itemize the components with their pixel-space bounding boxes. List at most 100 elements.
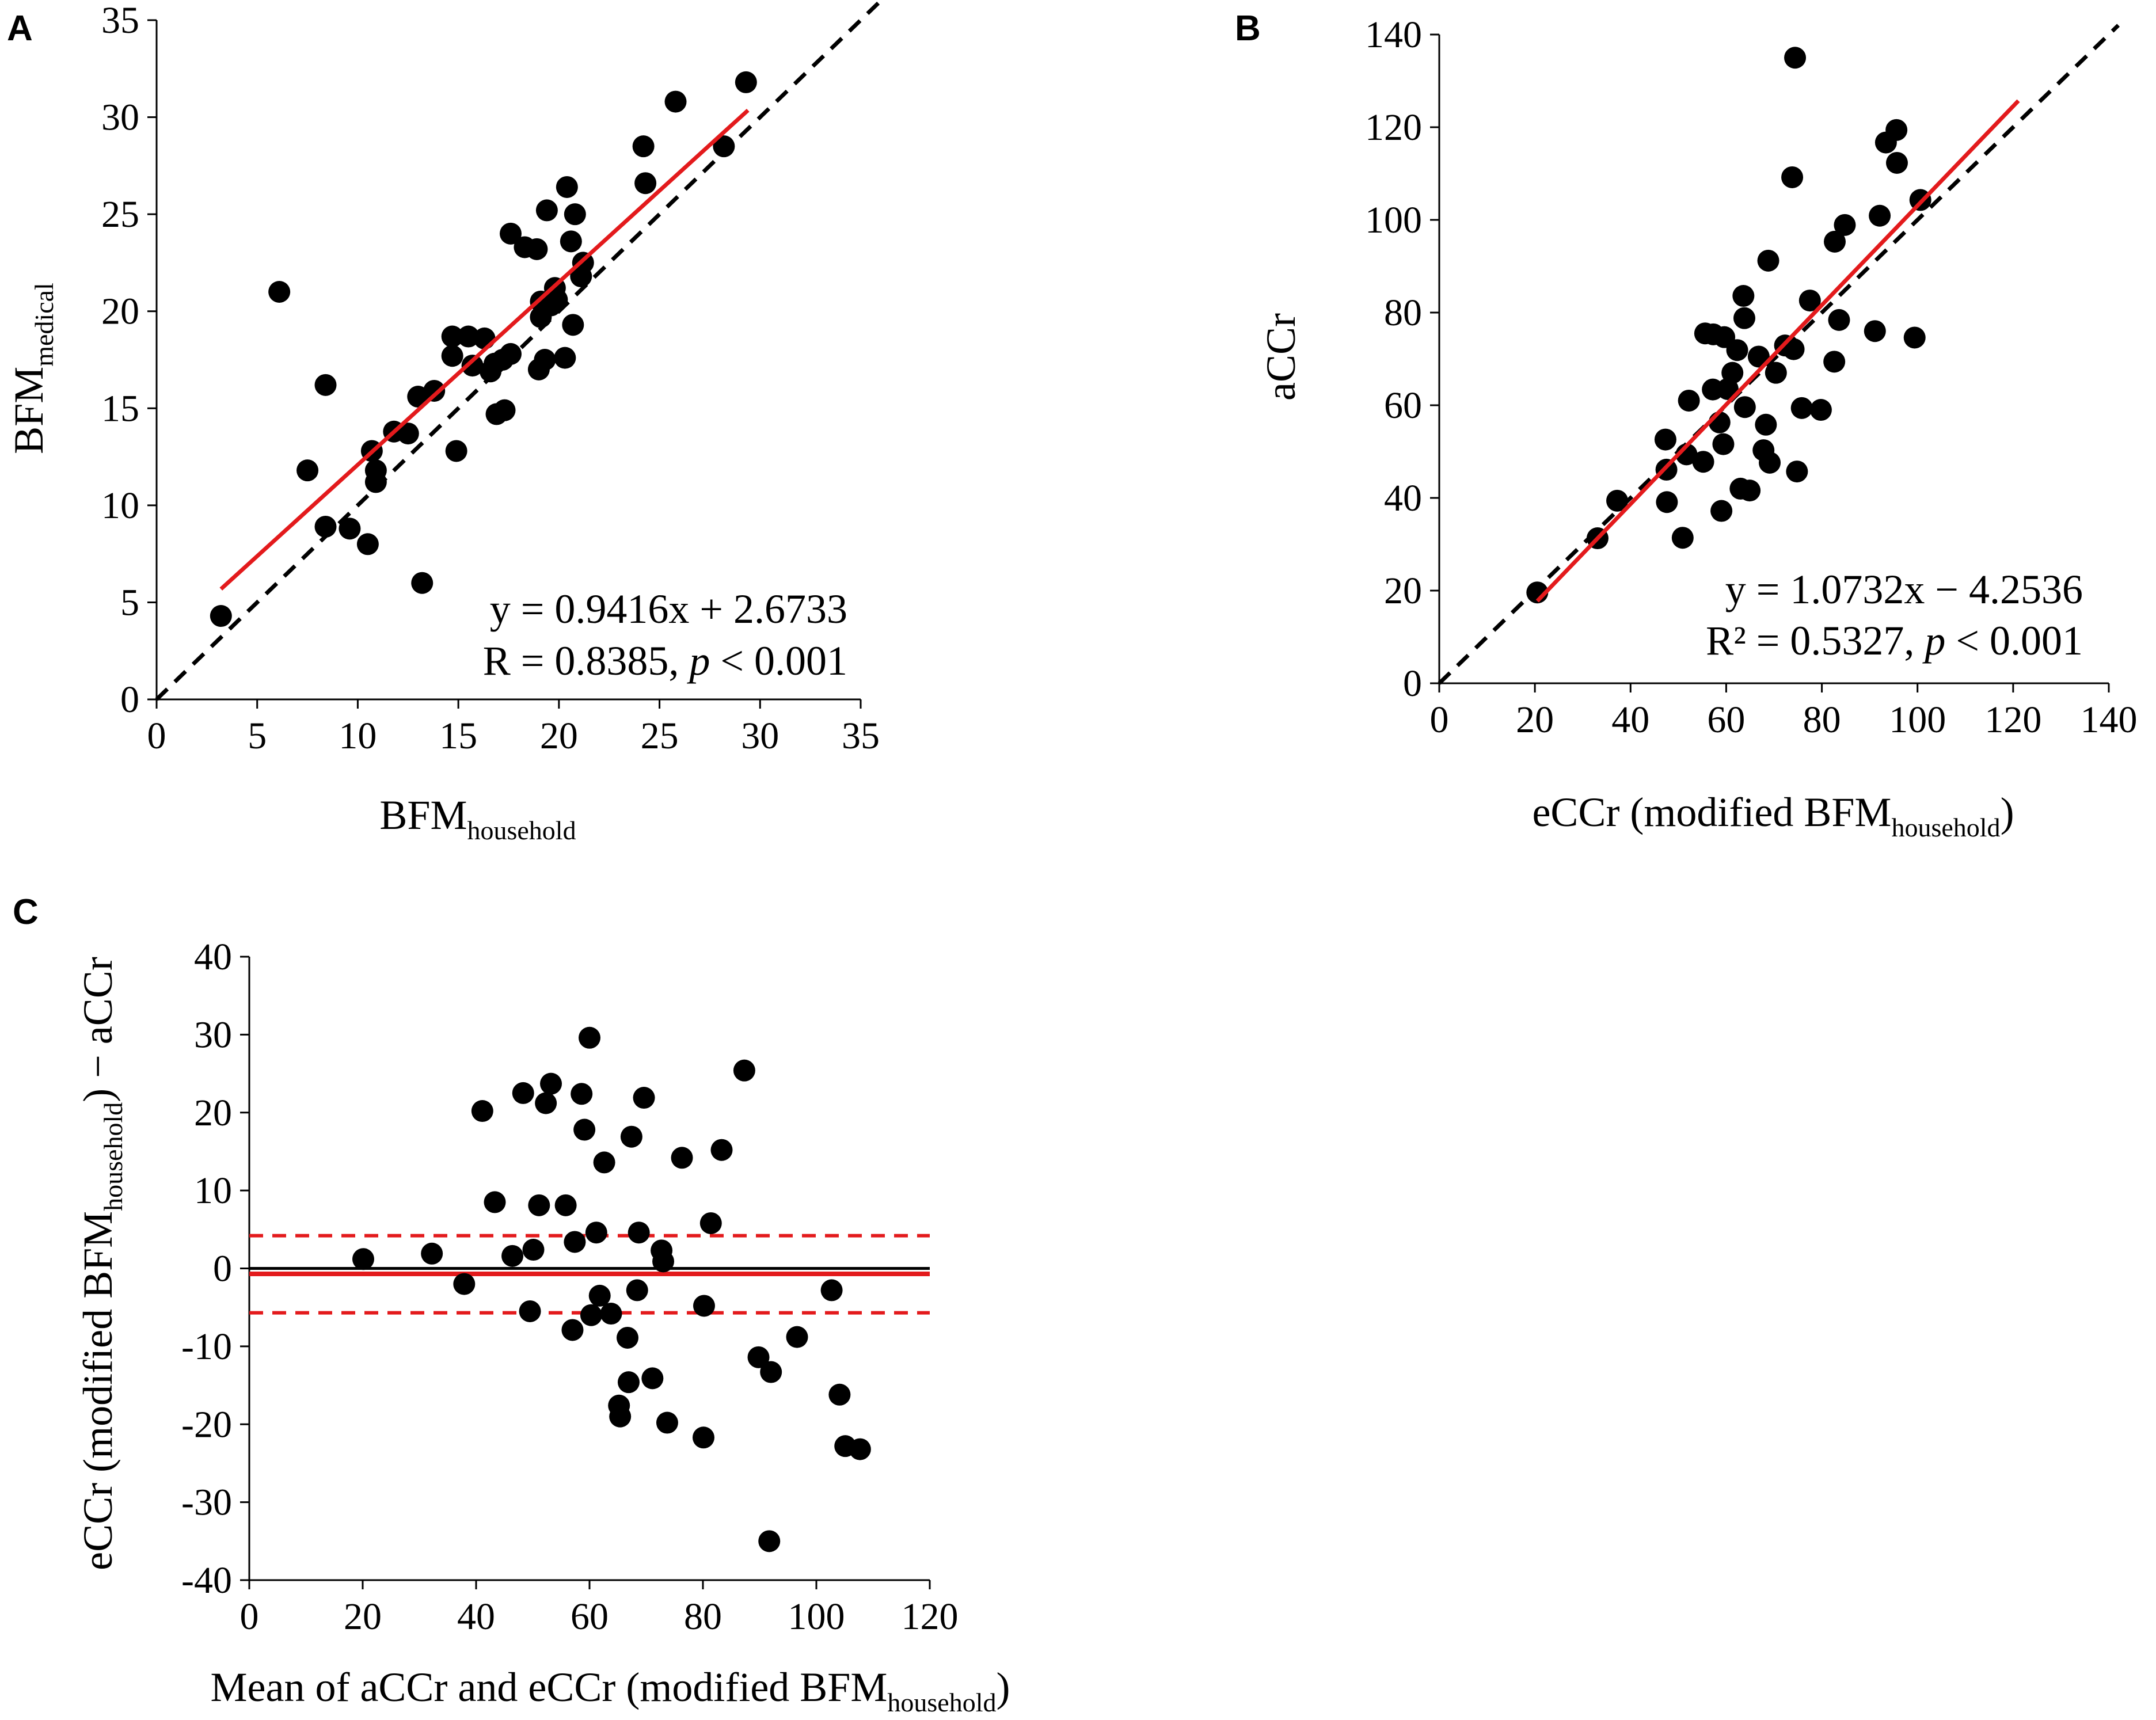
p-symbol: p (686, 638, 710, 684)
data-point (352, 1248, 374, 1270)
y-tick-label: 25 (101, 193, 139, 235)
data-point (1755, 413, 1777, 436)
data-point (692, 1426, 714, 1449)
data-point (579, 1026, 600, 1049)
y-tick-label: 60 (1384, 385, 1422, 427)
axis-title-text: ) (2001, 789, 2014, 835)
data-point (1781, 166, 1804, 188)
data-point (441, 325, 463, 348)
data-point (1656, 491, 1678, 513)
data-point (501, 1245, 524, 1267)
data-point (210, 605, 232, 627)
data-point (693, 1295, 715, 1317)
data-point (522, 1239, 545, 1261)
y-axis-title: BFMmedical (6, 283, 59, 454)
stat-text: < 0.001 (1945, 618, 2083, 664)
data-point (314, 374, 337, 396)
data-point (600, 1303, 622, 1325)
data-point (1823, 351, 1846, 373)
regression-equation: y = 1.0732x − 4.2536 (1725, 566, 2083, 612)
data-point (585, 1221, 607, 1244)
data-point (1726, 339, 1748, 361)
data-point (512, 1082, 534, 1104)
data-point (534, 349, 556, 371)
x-tick-label: 5 (248, 715, 267, 757)
x-axis-title: Mean of aCCr and eCCr (modified BFMhouse… (211, 1664, 1010, 1717)
axis-title-subscript: household (887, 1688, 996, 1717)
data-point (1654, 428, 1676, 451)
data-point (820, 1279, 843, 1302)
data-point (571, 1083, 593, 1105)
data-point (562, 314, 584, 336)
data-point (411, 572, 434, 594)
data-point (561, 1319, 584, 1341)
regression-statistics: R = 0.8385, p < 0.001 (483, 638, 847, 684)
data-point (656, 1411, 678, 1434)
x-tick-label: 60 (571, 1596, 609, 1638)
data-point (1834, 214, 1856, 236)
axis-title-subscript: household (467, 816, 576, 845)
y-tick-label: 15 (101, 387, 139, 429)
data-point (1747, 345, 1770, 368)
x-tick-label: 15 (439, 715, 477, 757)
data-point (1786, 461, 1808, 483)
data-point (633, 1087, 655, 1109)
data-point (1733, 396, 1756, 418)
data-point (632, 135, 655, 158)
x-tick-label: 140 (2081, 699, 2138, 741)
axis-title-text: ) (996, 1664, 1010, 1710)
panel-label: A (7, 9, 33, 48)
axis-title-text: eCCr (modified BFM (1532, 789, 1891, 835)
data-point (634, 172, 657, 195)
data-point (1692, 451, 1714, 473)
axis-title-text: Mean of aCCr and eCCr (modified BFM (211, 1664, 888, 1710)
data-point (735, 71, 757, 93)
data-point (535, 1092, 557, 1114)
stat-text: R² = 0.5327, (1706, 618, 1925, 664)
data-point (526, 238, 548, 260)
data-point (471, 1100, 493, 1122)
x-tick-label: 20 (540, 715, 578, 757)
data-point (564, 203, 586, 226)
data-point (473, 327, 496, 349)
data-point (1757, 249, 1779, 272)
data-point (628, 1221, 650, 1244)
axis-title-text: BFM (379, 792, 467, 838)
y-tick-label: 20 (1384, 570, 1422, 612)
data-point (268, 281, 291, 303)
y-tick-label: 30 (101, 97, 139, 139)
data-point (339, 517, 361, 540)
y-axis-title: aCCr (1258, 313, 1304, 401)
data-point (1606, 489, 1629, 512)
p-symbol: p (1922, 618, 1945, 664)
data-point (626, 1279, 648, 1302)
data-point (1869, 204, 1891, 227)
x-axis-title: BFMhousehold (379, 792, 576, 845)
y-tick-label: 40 (1384, 477, 1422, 519)
data-point (564, 1231, 586, 1253)
data-point (828, 1383, 851, 1406)
y-tick-label: 80 (1384, 292, 1422, 334)
data-point (499, 343, 522, 365)
x-tick-label: 40 (457, 1596, 495, 1638)
data-point (461, 355, 484, 377)
data-point (519, 1300, 541, 1322)
x-tick-label: 120 (1984, 699, 2041, 741)
data-point (1885, 151, 1908, 174)
data-point (713, 135, 735, 158)
data-point (1784, 47, 1807, 69)
axis-title-text: ) − aCCr (75, 957, 121, 1102)
data-point (1790, 397, 1813, 419)
x-tick-label: 100 (788, 1596, 845, 1638)
data-point (453, 1273, 476, 1295)
x-axis-title: eCCr (modified BFMhousehold) (1532, 789, 2014, 842)
data-point (760, 1361, 782, 1383)
data-point (1885, 119, 1908, 141)
x-tick-label: 25 (641, 715, 679, 757)
y-tick-label: 20 (101, 291, 139, 333)
data-point (421, 1242, 443, 1265)
x-tick-label: 120 (902, 1596, 959, 1638)
x-tick-label: 0 (1430, 699, 1449, 741)
data-point (397, 423, 419, 445)
data-point (1671, 527, 1694, 549)
